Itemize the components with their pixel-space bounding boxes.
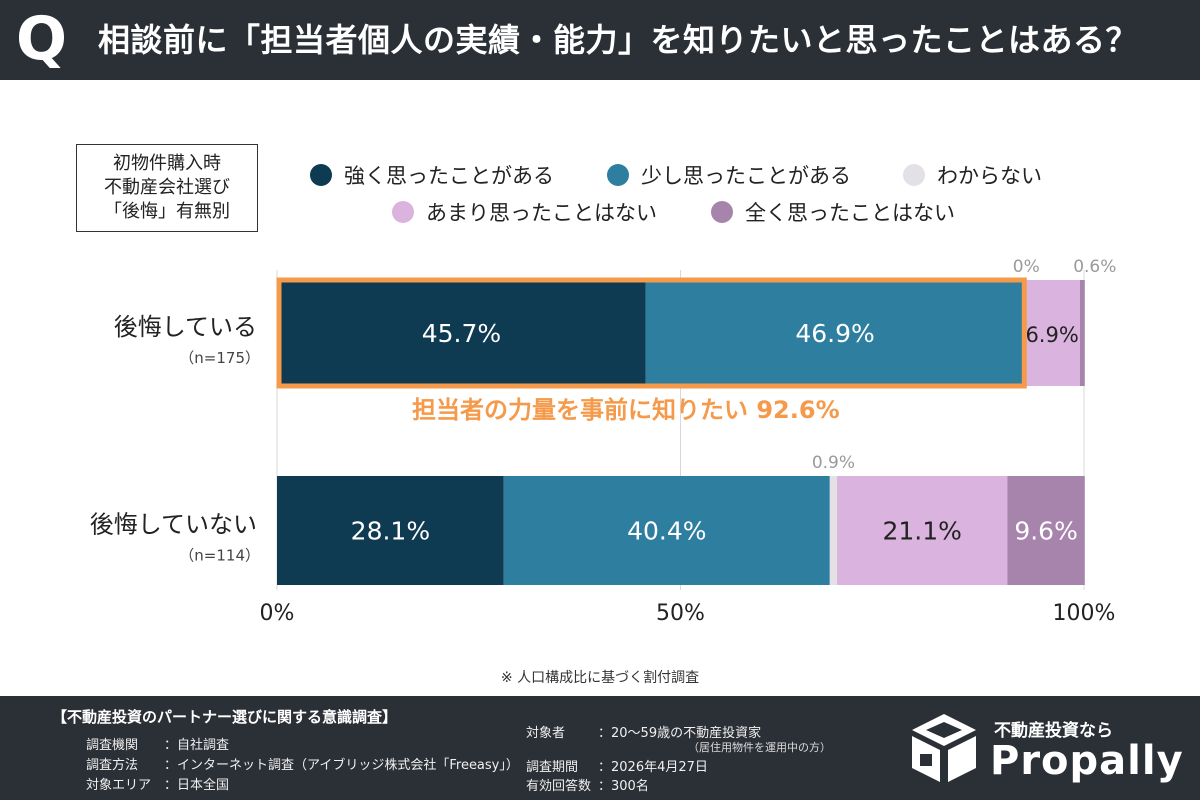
footer-row-responses: 有効回答数 ：300名	[526, 775, 649, 794]
category-label: 後悔している	[114, 313, 257, 341]
x-tick-label: 0%	[260, 601, 295, 626]
bar-segment	[829, 476, 838, 585]
survey-title: 【不動産投資のパートナー選びに関する意識調査】	[52, 708, 398, 726]
logo-wordmark: Propally	[990, 738, 1184, 784]
legend-swatch	[711, 201, 733, 223]
bar-segment	[503, 476, 830, 585]
data-label: 6.9%	[1025, 323, 1078, 347]
footer-value: ：2026年4月27日	[598, 760, 708, 775]
footer-bar: 【不動産投資のパートナー選びに関する意識調査】 調査機関 ：自社調査 調査方法 ：イ…	[0, 696, 1200, 800]
footer-row-area: 対象エリア ：日本全国	[86, 774, 229, 793]
highlight-label: 担当者の力量を事前に知りたい 92.6%	[412, 396, 840, 424]
data-label: 0.9%	[812, 453, 855, 473]
footer-value: ：自社調査	[164, 738, 230, 753]
footer-row-agency: 調査機関 ：自社調査	[86, 734, 229, 753]
legend-swatch	[392, 201, 414, 223]
legend-label: 全く思ったことはない	[745, 201, 955, 225]
legend-item-not-much: あまり思ったことはない	[392, 197, 657, 227]
legend-swatch	[310, 164, 332, 186]
legend-label: わからない	[937, 164, 1042, 188]
data-label: 46.9%	[795, 319, 874, 348]
legend-item-unknown: わからない	[903, 160, 1042, 190]
footnote: ※ 人口構成比に基づく割付調査	[500, 670, 700, 686]
question-title: 相談前に「担当者個人の実績・能力」を知りたいと思ったことはある？	[98, 21, 1139, 59]
logo-tagline: 不動産投資なら	[994, 721, 1113, 741]
footer-key: 対象者	[526, 726, 566, 741]
data-label: 0.6%	[1073, 257, 1116, 277]
bar-segment	[837, 476, 1008, 585]
legend-title-box: 初物件購入時 不動産会社選び 「後悔」有無別	[76, 144, 258, 232]
data-label: 21.1%	[882, 517, 961, 546]
bar-segment	[277, 280, 646, 386]
bar-segment	[645, 280, 1025, 386]
legend-swatch	[903, 164, 925, 186]
footer-value: ：300名	[598, 779, 649, 794]
x-tick-label: 50%	[656, 601, 705, 626]
data-label: 28.1%	[351, 517, 430, 546]
footer-row-target: 対象者 ：20～59歳の不動産投資家	[526, 722, 761, 741]
footer-key: 調査機関	[86, 738, 139, 753]
footer-key: 調査方法	[86, 758, 139, 773]
q-mark: Q	[16, 4, 68, 74]
legend-item-somewhat: 少し思ったことがある	[607, 160, 851, 190]
bar-segment	[1079, 280, 1085, 386]
legend-label: あまり思ったことはない	[426, 201, 657, 225]
x-tick-label: 100%	[1053, 601, 1116, 626]
category-n: （n=175）	[179, 349, 260, 367]
data-label: 0%	[1013, 257, 1040, 277]
bar-segment	[1007, 476, 1085, 585]
legend-label: 少し思ったことがある	[641, 164, 851, 188]
bar-segment	[277, 476, 504, 585]
propally-logo-icon	[912, 714, 976, 782]
header-bar: Q 相談前に「担当者個人の実績・能力」を知りたいと思ったことはある？	[0, 0, 1200, 80]
footer-target-note: （居住用物件を運用中の方）	[688, 741, 831, 754]
data-label: 9.6%	[1014, 517, 1078, 546]
footer-value: ：インターネット調査（アイブリッジ株式会社「Freeasy」）	[164, 758, 519, 773]
legend-item-strongly: 強く思ったことがある	[310, 160, 554, 190]
legend-swatch	[607, 164, 629, 186]
highlight-frame	[276, 277, 1027, 389]
footer-key: 対象エリア	[86, 778, 152, 793]
legend-label: 強く思ったことがある	[344, 164, 554, 188]
data-label: 45.7%	[422, 319, 501, 348]
footer-key: 有効回答数	[526, 779, 592, 794]
legend-item-never: 全く思ったことはない	[711, 197, 955, 227]
footer-row-method: 調査方法 ：インターネット調査（アイブリッジ株式会社「Freeasy」）	[86, 754, 519, 773]
footer-row-period: 調査期間 ：2026年4月27日	[526, 756, 708, 775]
stacked-bar-chart: 45.7% 46.9% 0% 6.9% 0.6% 後悔している （n=175） 28.1% 40…	[90, 257, 1117, 626]
footer-value: ：日本全国	[164, 778, 230, 793]
category-label: 後悔していない	[90, 511, 257, 539]
footer-value: ：20～59歳の不動産投資家	[598, 726, 762, 741]
category-n: （n=114）	[179, 547, 260, 565]
footer-key: 調査期間	[526, 760, 579, 775]
bar-segment	[1024, 280, 1080, 386]
data-label: 40.4%	[627, 517, 706, 546]
